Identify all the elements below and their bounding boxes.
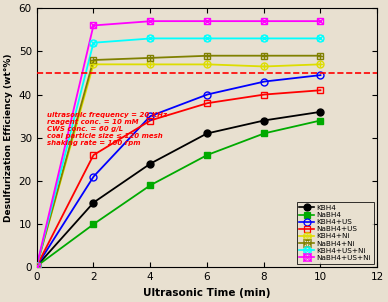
Legend: KBH4, NaBH4, KBH4+US, NaBH4+US, KBH4+Ni, NaBH4+Ni, KBH4+US+Ni, NaBH4+US+Ni: KBH4, NaBH4, KBH4+US, NaBH4+US, KBH4+Ni,…	[296, 202, 374, 264]
Y-axis label: Desulfurization Efficiency (wt°%): Desulfurization Efficiency (wt°%)	[4, 53, 13, 222]
X-axis label: Ultrasonic Time (min): Ultrasonic Time (min)	[143, 288, 271, 298]
Text: ultrasonic frequency = 20 KHz
reagent conc. = 10 mM
CWS conc. = 60 g/L
coal part: ultrasonic frequency = 20 KHz reagent co…	[47, 112, 167, 146]
